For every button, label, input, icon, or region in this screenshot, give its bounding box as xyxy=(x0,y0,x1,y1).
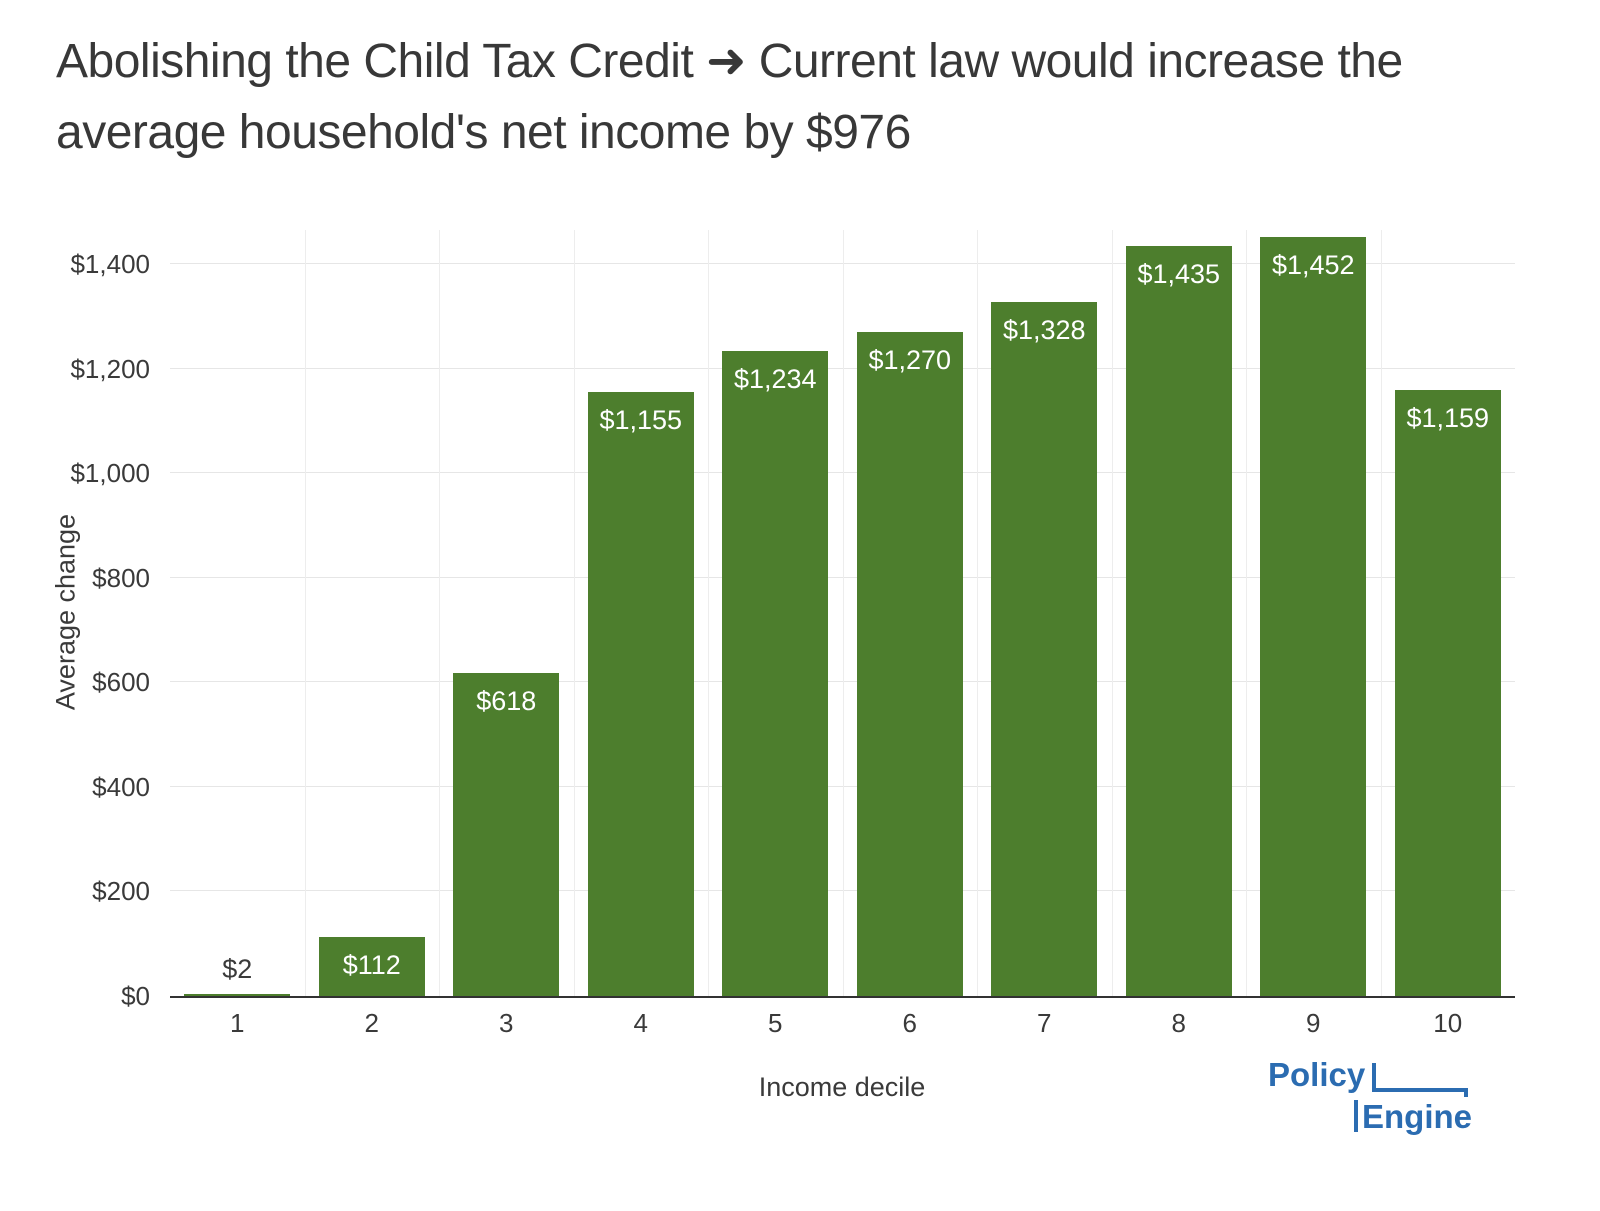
bar-value-label: $1,270 xyxy=(868,344,952,375)
x-tick-label: 3 xyxy=(499,1008,514,1038)
logo-text-engine: Engine xyxy=(1362,1098,1472,1135)
x-tick-label: 2 xyxy=(364,1008,379,1038)
x-tick-label: 1 xyxy=(230,1008,245,1038)
chart-title: Abolishing the Child Tax Credit ➜ Curren… xyxy=(56,35,1403,160)
bar-decile-8[interactable]: $1,435 xyxy=(1125,245,1232,996)
bar-value-label: $1,435 xyxy=(1137,258,1221,289)
y-tick-label: $1,200 xyxy=(70,353,150,384)
policyengine-logo: Policy Engine xyxy=(1268,1056,1480,1147)
x-tick-label: 9 xyxy=(1306,1008,1321,1038)
logo-text-policy: Policy xyxy=(1268,1056,1366,1093)
bar-value-label: $2 xyxy=(222,954,253,984)
x-gridline xyxy=(304,230,306,996)
y-tick-label: $0 xyxy=(121,981,150,1011)
x-tick-label: 8 xyxy=(1171,1008,1186,1038)
bar-decile-3[interactable]: $618 xyxy=(453,672,560,996)
x-gridline xyxy=(977,230,978,996)
x-gridline xyxy=(573,230,575,996)
x-axis-title: Income decile xyxy=(758,1072,926,1102)
y-tick-label: $1,000 xyxy=(70,458,150,489)
bar-decile-6[interactable]: $1,270 xyxy=(856,331,963,996)
bar-value-label: $618 xyxy=(476,685,537,716)
plot-area: $2 $112 $618 $1,155 $1,234 $1,270 $1,328 $1,435… xyxy=(170,230,1515,998)
bar-decile-2[interactable]: $112 xyxy=(318,937,425,996)
bar-value-label: $1,234 xyxy=(733,363,817,394)
y-axis-title: Average change xyxy=(50,513,81,711)
x-tick-label: 10 xyxy=(1433,1008,1463,1038)
y-tick-label: $1,400 xyxy=(70,248,150,279)
x-tick-label: 4 xyxy=(633,1008,648,1038)
x-gridline xyxy=(842,230,844,996)
x-gridline xyxy=(439,230,440,996)
bar-decile-1[interactable]: $2 xyxy=(184,954,291,996)
y-tick-label: $800 xyxy=(92,562,150,593)
bar-value-label: $112 xyxy=(342,950,401,981)
y-tick-label: $400 xyxy=(92,771,150,802)
bar-value-label: $1,452 xyxy=(1271,249,1355,280)
y-tick-label: $600 xyxy=(92,667,150,698)
x-tick-label: 5 xyxy=(768,1008,783,1038)
bar-decile-7[interactable]: $1,328 xyxy=(991,301,1098,996)
y-tick-label: $200 xyxy=(92,876,150,907)
bar-decile-5[interactable]: $1,234 xyxy=(722,350,829,996)
logo-bracket-top xyxy=(1372,1063,1468,1097)
x-gridline xyxy=(708,230,709,996)
x-gridline xyxy=(1380,230,1382,996)
bar-decile-9[interactable]: $1,452 xyxy=(1260,236,1367,996)
bar-value-label: $1,159 xyxy=(1406,403,1490,433)
x-gridline xyxy=(1111,230,1113,996)
x-gridline xyxy=(1246,230,1247,996)
x-tick-label: 6 xyxy=(902,1008,917,1038)
bar-decile-4[interactable]: $1,155 xyxy=(587,392,694,996)
bar-value-label: $1,155 xyxy=(599,405,683,436)
bar-decile-10[interactable]: $1,159 xyxy=(1394,390,1501,996)
x-tick-label: 7 xyxy=(1037,1008,1052,1038)
policyengine-logo-graphic: Policy Engine xyxy=(1268,1056,1472,1135)
bar-value-label: $1,328 xyxy=(1002,314,1086,345)
